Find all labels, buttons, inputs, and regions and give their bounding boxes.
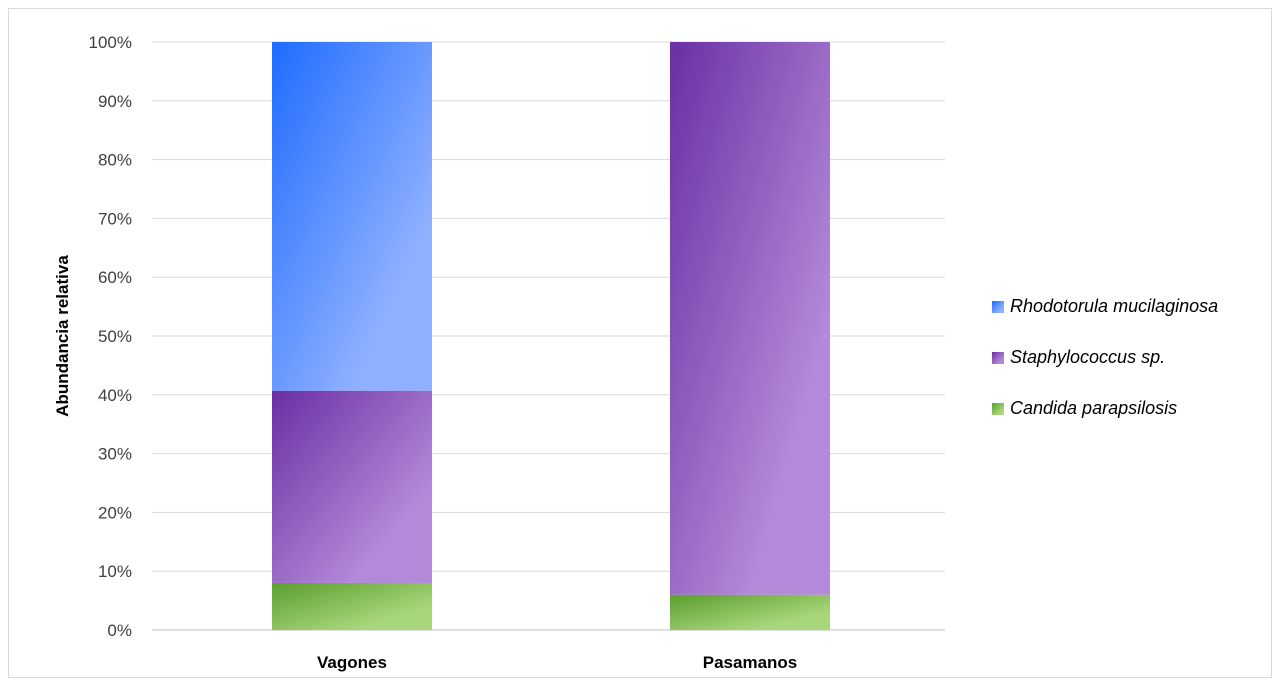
y-axis-ticks: 0% 10% 20% 30% 40% 50% 60% 70% 80% 90% 100% bbox=[89, 33, 132, 640]
bar-segment bbox=[670, 42, 830, 595]
bar-segment bbox=[272, 582, 432, 630]
legend-swatch bbox=[992, 403, 1004, 415]
y-tick-label: 20% bbox=[98, 503, 132, 522]
legend-label: Staphylococcus sp. bbox=[1010, 347, 1165, 367]
bars bbox=[272, 42, 830, 630]
bar-segment bbox=[272, 390, 432, 583]
legend-label: Candida parapsilosis bbox=[1010, 398, 1177, 418]
legend-swatch bbox=[992, 301, 1004, 313]
y-tick-label: 80% bbox=[98, 151, 132, 170]
x-category-label: Vagones bbox=[317, 653, 387, 672]
y-axis-label: Abundancia relativa bbox=[53, 255, 72, 417]
y-tick-label: 50% bbox=[98, 327, 132, 346]
y-tick-label: 90% bbox=[98, 92, 132, 111]
y-tick-label: 10% bbox=[98, 562, 132, 581]
y-tick-label: 0% bbox=[107, 621, 132, 640]
bar-segment bbox=[272, 42, 432, 391]
legend: Rhodotorula mucilaginosa Staphylococcus s… bbox=[992, 296, 1218, 418]
y-tick-label: 40% bbox=[98, 386, 132, 405]
x-category-label: Pasamanos bbox=[703, 653, 798, 672]
x-axis-categories: Vagones Pasamanos bbox=[317, 653, 797, 672]
y-tick-label: 100% bbox=[89, 33, 132, 52]
bar-segment bbox=[670, 594, 830, 630]
legend-swatch bbox=[992, 352, 1004, 364]
y-tick-label: 60% bbox=[98, 268, 132, 287]
legend-label: Rhodotorula mucilaginosa bbox=[1010, 296, 1218, 316]
y-tick-label: 30% bbox=[98, 445, 132, 464]
y-tick-label: 70% bbox=[98, 209, 132, 228]
chart-frame bbox=[8, 8, 1272, 678]
